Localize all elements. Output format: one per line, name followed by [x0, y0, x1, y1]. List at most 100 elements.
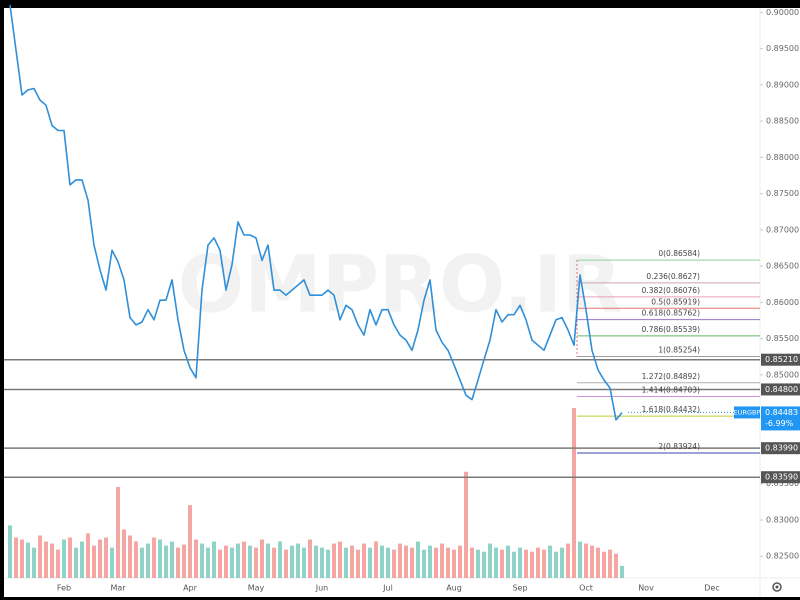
volume-bar [512, 551, 516, 578]
volume-bar [212, 541, 216, 578]
volume-bar [86, 533, 90, 578]
volume-bar [374, 541, 378, 578]
volume-bar [320, 547, 324, 578]
y-tick-label: 0.85000 [766, 370, 799, 379]
level-label-box [761, 383, 800, 396]
x-tick-label: Apr [183, 584, 198, 593]
level-label-box [761, 471, 800, 484]
volume-bar [482, 551, 486, 578]
fib-label: 1.272(0.84892) [642, 372, 700, 381]
volume-bar [488, 543, 492, 578]
volume-bar [422, 549, 426, 578]
volume-bar [530, 551, 534, 578]
volume-bar [506, 545, 510, 578]
y-tick-label: 0.87500 [766, 189, 799, 198]
y-tick-label: 0.88500 [766, 117, 799, 126]
price-line [9, 4, 623, 421]
volume-bar [104, 537, 108, 578]
plot-background [4, 8, 800, 597]
volume-bar [272, 547, 276, 578]
x-tick-label: Jun [315, 584, 329, 593]
symbol-box [734, 406, 760, 419]
volume-bar [608, 549, 612, 578]
fib-label: 0.382(0.86076) [642, 286, 700, 295]
x-tick-label: Mar [110, 584, 126, 593]
volume-bar [398, 543, 402, 578]
volume-bar [170, 541, 174, 578]
volume-bar [284, 549, 288, 578]
volume-bar [116, 486, 120, 578]
volume-layer [8, 408, 624, 578]
y-tick-label: 0.87000 [766, 225, 799, 234]
x-tick-label: Aug [446, 584, 462, 593]
volume-bar [500, 549, 504, 578]
volume-bar [50, 543, 54, 578]
fib-label: 1.618(0.84432) [642, 405, 700, 414]
volume-bar [32, 547, 36, 578]
fib-label: 0.786(0.85539) [642, 325, 700, 334]
volume-bar [578, 541, 582, 578]
fib-label: 1.414(0.84703) [642, 385, 700, 394]
volume-bar [20, 539, 24, 578]
volume-bar [350, 545, 354, 578]
y-tick-label: 0.83500 [766, 479, 799, 488]
volume-bar [380, 545, 384, 578]
volume-bar [14, 537, 18, 578]
settings-icon[interactable] [772, 582, 782, 592]
volume-bar [344, 547, 348, 578]
volume-bar [566, 543, 570, 578]
volume-bar [110, 547, 114, 578]
volume-bar [464, 471, 468, 578]
volume-bar [8, 525, 12, 578]
x-tick-label: Oct [579, 584, 593, 593]
volume-bar [128, 535, 132, 578]
x-tick-label: May [248, 584, 265, 593]
y-tick-label: 0.82500 [766, 552, 799, 561]
fib-label: 0.5(0.85919) [651, 297, 700, 306]
x-tick-label: Dec [704, 584, 719, 593]
volume-bar [260, 539, 264, 578]
volume-bar [470, 547, 474, 578]
x-tick-label: Sep [512, 584, 527, 593]
volume-bar [572, 408, 576, 578]
volume-bar [596, 547, 600, 578]
volume-bar [38, 535, 42, 578]
volume-bar [242, 541, 246, 578]
volume-bar [560, 547, 564, 578]
volume-bar [440, 543, 444, 578]
volume-bar [434, 547, 438, 578]
level-label-box [761, 353, 800, 366]
y-tick-label: 0.85500 [766, 334, 799, 343]
volume-bar [182, 544, 186, 578]
volume-bar [614, 553, 618, 578]
volume-bar [542, 549, 546, 578]
volume-bar [218, 549, 222, 578]
y-tick-label: 0.89500 [766, 44, 799, 53]
volume-bar [584, 543, 588, 578]
volume-bar [302, 547, 306, 578]
volume-bar [590, 545, 594, 578]
volume-bar [194, 539, 198, 578]
volume-bar [230, 547, 234, 578]
volume-bar [410, 547, 414, 578]
volume-bar [524, 549, 528, 578]
last-price-box [761, 406, 800, 431]
volume-bar [536, 547, 540, 578]
volume-bar [296, 543, 300, 578]
volume-bar [458, 545, 462, 578]
volume-bar [158, 539, 162, 578]
volume-bar [134, 541, 138, 578]
volume-bar [248, 545, 252, 578]
watermark: OMPRO.IR [178, 240, 622, 330]
volume-bar [188, 505, 192, 578]
change-label: -6.99% [765, 419, 794, 428]
volume-bar [476, 549, 480, 578]
volume-bar [80, 541, 84, 578]
volume-bar [62, 539, 66, 578]
level-label: 0.83990 [765, 444, 798, 453]
volume-bar [602, 551, 606, 578]
volume-bar [26, 542, 30, 578]
level-label: 0.84800 [765, 385, 798, 394]
